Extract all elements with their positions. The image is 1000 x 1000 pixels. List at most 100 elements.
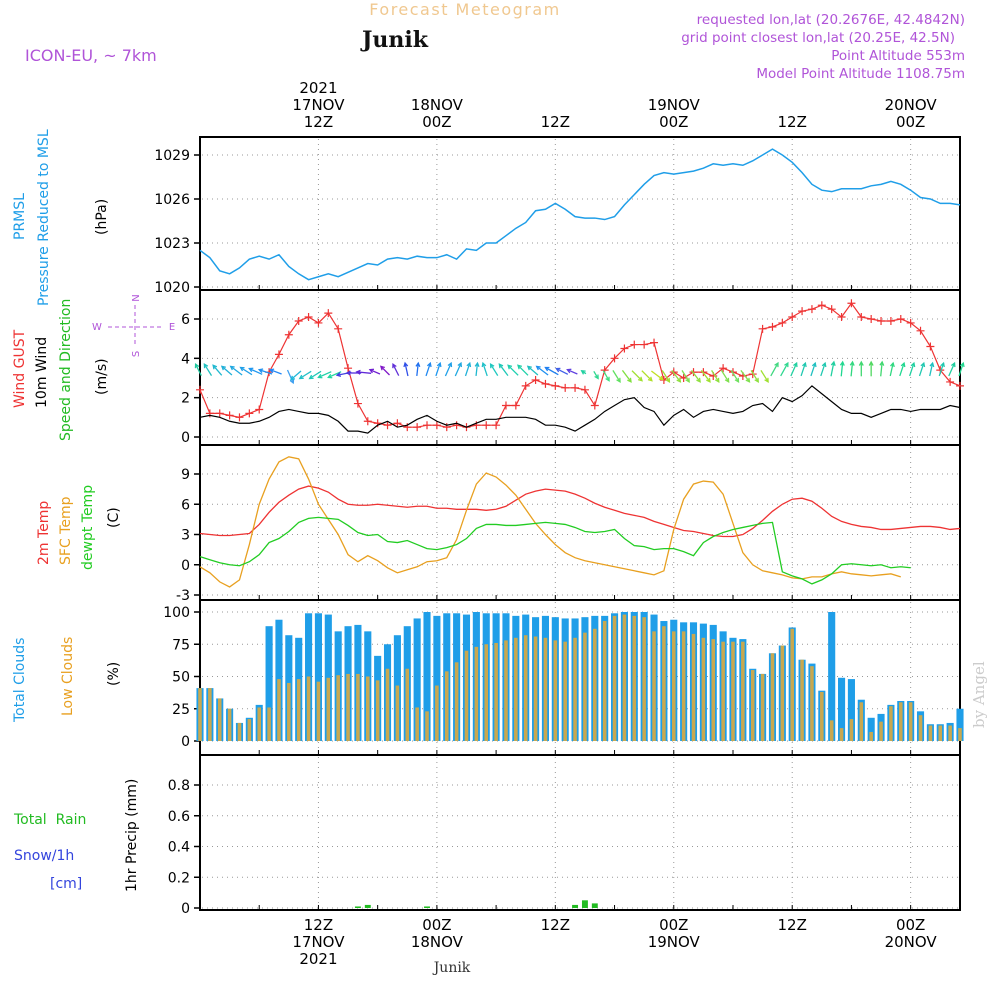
compass-west: W [92,322,102,333]
bottom-time-label: 19NOV [648,933,701,951]
gust-marker [492,421,501,430]
compass-east: E [169,322,175,333]
low-cloud-bar [306,676,311,741]
wind-direction-arrow [507,364,519,376]
top-time-label: 00Z [896,113,925,131]
wind-direction-arrowhead [658,375,664,381]
model-altitude: Model Point Altitude 1108.75m [756,66,965,82]
wind-direction-arrowhead [481,361,487,368]
bottom-time-label: 20NOV [885,933,938,951]
y-tick-label: 25 [172,702,190,718]
panel-0: 1020 1023 1026 1029 [154,136,961,296]
wind-direction-arrowhead [194,362,200,369]
top-time-label: 17NOV [292,96,345,114]
pressure-line [199,148,961,281]
low-cloud-bar [889,706,893,741]
gust-marker [413,423,422,432]
gust-marker [827,305,836,314]
wind-direction-arrowhead [734,377,740,383]
wind-direction-arrowhead [415,361,421,368]
wind-direction-arrow [621,369,632,383]
wind-direction-arrowhead [379,365,385,371]
wind-direction-arrowhead [457,361,462,368]
temp-2m-line [199,485,961,538]
y-tick-label: 3 [181,528,190,544]
total-clouds-label: Total Clouds [12,638,28,723]
gust-marker [294,316,303,325]
wind-direction-arrowhead [714,377,720,383]
wind-direction-arrowhead [594,374,599,380]
temp-2m-label: 2m Temp [36,501,52,565]
total-cloud-bar [413,618,421,741]
gust-marker [196,385,204,394]
low-cloud-bar [346,673,350,741]
low-cloud-bar [859,702,864,741]
wind-direction-arrow [490,363,499,376]
low-cloud-bar [435,685,439,741]
y-tick-label: 0.8 [168,778,190,794]
requested-coords: requested lon,lat (20.2676E, 42.4842N) [697,12,965,28]
low-cloud-bar [612,615,617,741]
wind-direction-arrow [780,362,789,377]
wind-direction-arrowhead [368,368,375,374]
low-cloud-bar [227,708,232,741]
panel-3: 0 25 50 75 100 [163,599,964,756]
wind-direction-arrowhead [784,361,789,368]
gust-marker [353,399,362,408]
wind-direction-arrow [195,363,202,376]
wind-direction-arrow [425,362,431,377]
panel-labels: PRMSL Pressure Reduced to MSL (hPa) Wind… [12,129,175,892]
low-cloud-bar [504,640,508,741]
wind-direction-arrowhead [637,376,643,382]
gust-marker [630,340,639,349]
wind-direction-arrow [318,371,332,378]
low-cloud-bar [681,631,686,741]
wind-direction-arrowhead [220,365,226,371]
y-tick-label: 6 [181,497,190,513]
gust-marker [916,326,925,335]
gust-line [199,302,961,428]
low-cloud-bar [385,668,390,741]
bottom-time-label: 00Z [659,916,688,934]
low-cloud-bar [839,728,844,741]
top-time-label: 20NOV [885,96,938,114]
wind-unit: (m/s) [94,358,110,395]
low-cloud-bar [731,641,735,741]
gust-marker [926,342,935,351]
wind-direction-arrowhead [517,364,523,370]
wind-direction-arrow [230,365,243,376]
panel-frame [199,136,961,291]
wind-direction-arrowhead [317,373,323,379]
low-cloud-bar [918,715,923,741]
low-cloud-bar [484,644,489,741]
low-cloud-bar [760,673,765,741]
temp-dewpt-label: dewpt Temp [80,485,96,570]
low-cloud-bar [533,636,538,741]
wind-direction-arrowhead [764,377,769,383]
wind-direction-arrow [290,370,302,381]
wind-direction-arrowhead [665,377,671,383]
gust-marker [363,417,372,426]
gust-marker [867,315,876,323]
top-time-label: 18NOV [411,96,464,114]
panels: 1020 1023 1026 1029 0 2 4 6 -3 0 3 6 9 0 25 50 75 100 0 0.2… [154,136,965,917]
footer-location: Junik [432,960,471,976]
wind-direction-arrowhead [544,366,550,372]
wind-direction-arrow [258,369,273,375]
wind-dir-label: Speed and Direction [58,299,74,441]
low-cloud-bar [662,626,666,741]
low-cloud-bar [494,642,498,741]
wind-direction-arrowhead [821,361,827,368]
low-cloud-bar [642,617,646,741]
wind-direction-arrowhead [900,361,906,368]
total-rain-label: Total Rain [13,812,86,828]
wind-gust-label: Wind GUST [12,329,28,408]
panel-frame [199,289,961,446]
gust-marker [383,421,392,430]
wind-10m-label: 10m Wind [34,337,50,408]
low-cloud-bar [869,731,873,741]
top-time-label: 12Z [778,113,807,131]
temp-sfc-label: SFC Temp [58,496,74,565]
compass-south: S [131,351,142,357]
low-cloud-bar [770,653,775,741]
